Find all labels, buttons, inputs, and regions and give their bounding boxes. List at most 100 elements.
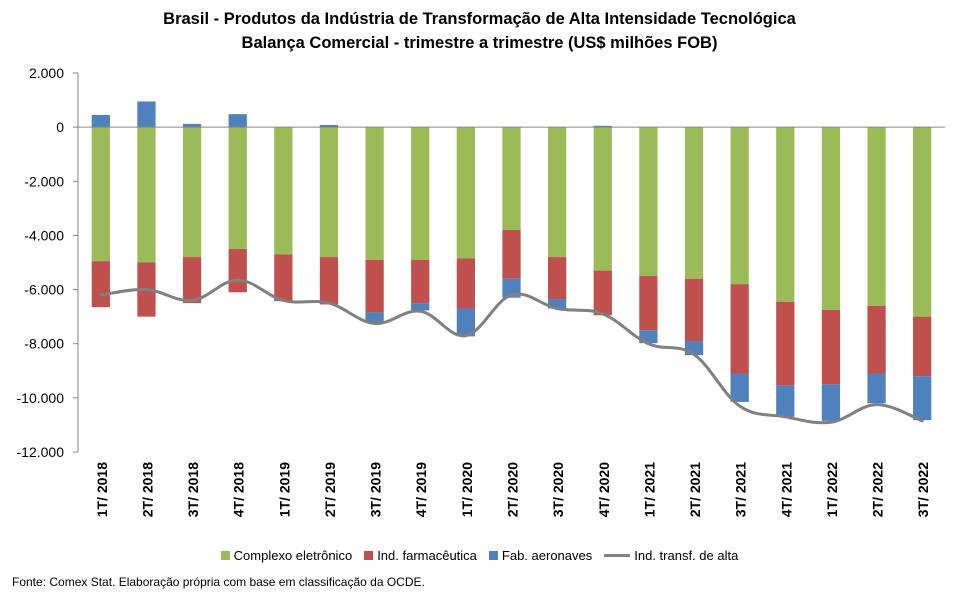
x-tick-label: 2T/ 2018 [139, 462, 155, 517]
y-axis: 2.000 0 -2.000 -4.000 -6.000 -8.000 -10.000 -12… [17, 65, 79, 460]
x-tick-label: 3T/ 2019 [368, 462, 384, 517]
bar-fab-aeronaves [821, 384, 841, 421]
legend-swatch-complexo-eletronico [220, 551, 230, 560]
legend: Complexo eletrônico Ind. farmacêutica Fa… [0, 548, 959, 563]
bar-complexo-eletronico [182, 127, 202, 258]
legend-label-ind-farmaceutica: Ind. farmacêutica [377, 548, 477, 563]
bar-complexo-eletronico [684, 127, 704, 279]
bar-fab-aeronaves [593, 125, 612, 128]
y-tick-label: -2.000 [24, 173, 64, 189]
bar-ind-farmaceutica [456, 258, 475, 309]
bar-ind-farmaceutica [502, 230, 521, 279]
legend-label-ind-transf-alta: Ind. transf. de alta [634, 548, 739, 563]
bar-ind-farmaceutica [274, 254, 293, 301]
x-tick-label: 1T/ 2018 [94, 462, 110, 517]
bar-fab-aeronaves [137, 101, 156, 128]
chart-title-block: Brasil - Produtos da Indústria de Transf… [0, 7, 959, 55]
bar-complexo-eletronico [867, 127, 886, 306]
trend-line-group [99, 278, 924, 425]
bar-ind-farmaceutica [411, 259, 430, 304]
x-axis: 1T/ 2018 2T/ 2018 3T/ 2018 4T/ 2018 1T/ 2019… [78, 126, 945, 517]
bar-fab-aeronaves [365, 312, 384, 323]
legend-item-ind-transf-alta: Ind. transf. de alta [604, 548, 738, 563]
bar-ind-farmaceutica [228, 248, 247, 293]
bar-fab-aeronaves [548, 299, 567, 309]
chart-subtitle: Balança Comercial - trimestre a trimestr… [241, 34, 718, 52]
bar-complexo-eletronico [821, 127, 841, 310]
bar-ind-farmaceutica [91, 261, 110, 308]
bar-complexo-eletronico [593, 127, 612, 271]
bar-fab-aeronaves [776, 385, 795, 417]
bar-fab-aeronaves [182, 123, 202, 128]
bar-ind-farmaceutica [548, 257, 567, 300]
x-tick-label: 1T/ 2021 [641, 462, 657, 517]
bar-fab-aeronaves [91, 114, 110, 128]
bar-ind-farmaceutica [730, 284, 749, 374]
legend-item-fab-aeronaves: Fab. aeronaves [488, 548, 593, 563]
bar-ind-farmaceutica [365, 259, 384, 313]
bars [91, 101, 932, 421]
x-tick-label: 1T/ 2020 [459, 462, 475, 517]
bar-fab-aeronaves [867, 373, 886, 404]
bar-complexo-eletronico [776, 127, 795, 302]
bar-complexo-eletronico [365, 127, 384, 260]
series-line-ind-transf-alta [99, 278, 924, 425]
x-tick-label: 2T/ 2022 [870, 462, 886, 517]
y-tick-label: -6.000 [24, 282, 64, 298]
bar-complexo-eletronico [456, 127, 475, 259]
bar-fab-aeronaves [913, 376, 932, 421]
bar-fab-aeronaves [319, 124, 339, 128]
bar-fab-aeronaves [456, 308, 475, 337]
y-tick-label: 0 [56, 119, 64, 135]
bar-complexo-eletronico [319, 127, 339, 258]
legend-label-fab-aeronaves: Fab. aeronaves [501, 548, 593, 563]
legend-swatch-ind-farmaceutica [364, 551, 374, 560]
bar-ind-farmaceutica [684, 278, 704, 342]
legend-line-ind-transf-alta [604, 554, 631, 557]
bar-ind-farmaceutica [182, 257, 202, 304]
y-tick-label: -12.000 [17, 444, 65, 460]
bar-ind-farmaceutica [776, 301, 795, 386]
x-tick-label: 3T/ 2018 [185, 462, 201, 517]
legend-label-complexo-eletronico: Complexo eletrônico [233, 548, 353, 563]
bar-ind-farmaceutica [319, 257, 339, 305]
bar-fab-aeronaves [228, 114, 247, 128]
y-tick-label: -4.000 [24, 227, 64, 243]
bar-complexo-eletronico [274, 127, 293, 255]
bar-fab-aeronaves [411, 303, 430, 311]
bar-fab-aeronaves [730, 373, 749, 402]
bar-complexo-eletronico [913, 127, 932, 317]
bar-complexo-eletronico [639, 127, 658, 277]
x-tick-label: 1T/ 2022 [824, 462, 840, 517]
x-tick-label: 4T/ 2020 [596, 462, 612, 517]
legend-item-ind-farmaceutica: Ind. farmacêutica [364, 548, 477, 563]
bar-ind-farmaceutica [821, 309, 841, 385]
source-note: Fonte: Comex Stat. Elaboração própria co… [12, 575, 425, 589]
bar-complexo-eletronico [228, 127, 247, 249]
y-tick-label: 2.000 [29, 65, 64, 81]
bar-complexo-eletronico [411, 127, 430, 260]
x-tick-label: 3T/ 2021 [733, 462, 749, 517]
bar-complexo-eletronico [730, 127, 749, 285]
bar-complexo-eletronico [548, 127, 567, 258]
chart-title: Brasil - Produtos da Indústria de Transf… [163, 10, 796, 28]
bar-ind-farmaceutica [639, 276, 658, 331]
y-tick-label: -10.000 [17, 390, 65, 406]
legend-item-complexo-eletronico: Complexo eletrônico [220, 548, 353, 563]
x-tick-label: 2T/ 2019 [322, 462, 338, 517]
bar-ind-farmaceutica [913, 316, 932, 377]
bar-complexo-eletronico [137, 127, 156, 263]
x-tick-label: 4T/ 2019 [413, 462, 429, 517]
legend-swatch-fab-aeronaves [488, 551, 498, 560]
x-tick-label: 4T/ 2018 [231, 462, 247, 517]
y-tick-label: -8.000 [24, 336, 64, 352]
x-tick-label: 2T/ 2020 [505, 462, 521, 517]
bar-ind-farmaceutica [867, 305, 886, 374]
bar-complexo-eletronico [502, 127, 521, 231]
x-tick-label: 3T/ 2022 [915, 462, 931, 517]
x-tick-label: 2T/ 2021 [687, 462, 703, 517]
bar-ind-farmaceutica [593, 270, 612, 316]
x-tick-label: 1T/ 2019 [276, 462, 292, 517]
x-tick-label: 3T/ 2020 [550, 462, 566, 517]
